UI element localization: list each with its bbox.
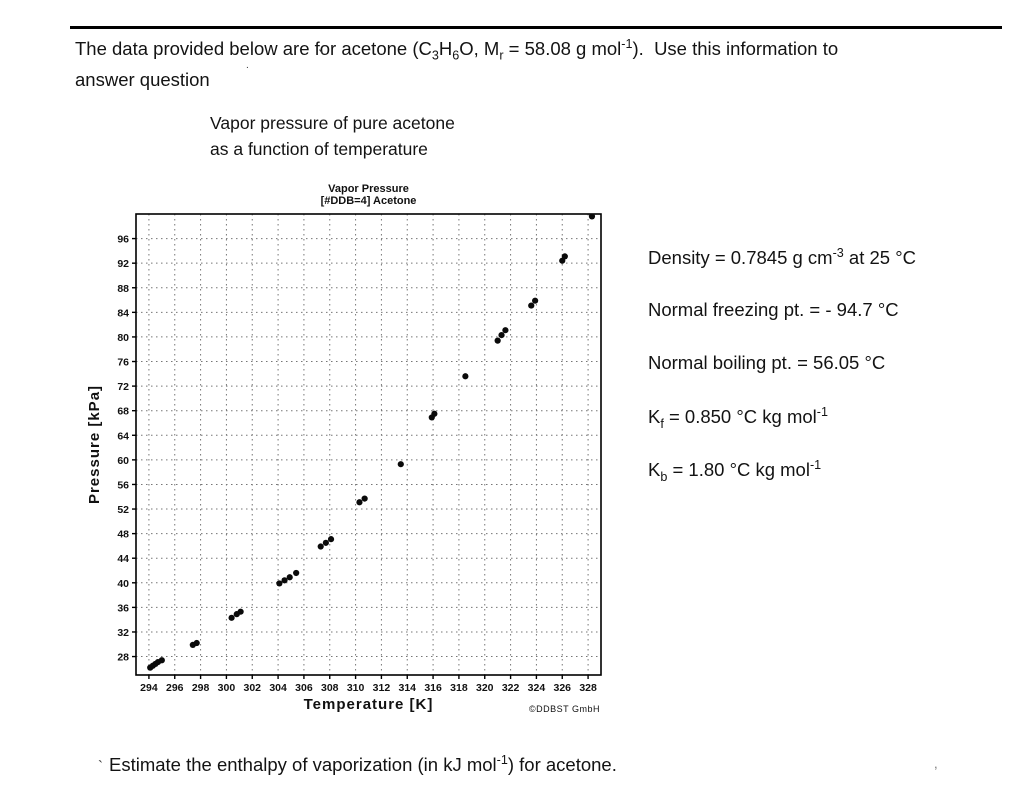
svg-text:56: 56 — [117, 479, 129, 491]
svg-text:44: 44 — [117, 553, 129, 565]
svg-text:328: 328 — [579, 682, 597, 694]
intro-line-1: The data provided below are for acetone … — [75, 37, 839, 63]
svg-text:Vapor Pressure: Vapor Pressure — [328, 183, 409, 195]
svg-text:308: 308 — [321, 682, 339, 694]
svg-text:322: 322 — [502, 682, 520, 694]
svg-text:326: 326 — [553, 682, 571, 694]
svg-text:60: 60 — [117, 455, 129, 467]
svg-text:28: 28 — [117, 652, 129, 664]
svg-text:Pressure [kPa]: Pressure [kPa] — [86, 385, 103, 504]
svg-text:296: 296 — [166, 682, 184, 694]
svg-text:48: 48 — [117, 529, 129, 541]
svg-text:©DDBST GmbH: ©DDBST GmbH — [529, 704, 600, 714]
svg-text:40: 40 — [117, 578, 129, 590]
caption-line-2: as a function of temperature — [210, 139, 428, 159]
svg-text:36: 36 — [117, 602, 129, 614]
svg-text:52: 52 — [117, 504, 129, 516]
svg-text:92: 92 — [117, 258, 129, 270]
question-intro: The data provided below are for acetone … — [75, 33, 1015, 91]
svg-text:32: 32 — [117, 627, 129, 639]
svg-text:312: 312 — [373, 682, 391, 694]
svg-text:320: 320 — [476, 682, 494, 694]
svg-text:298: 298 — [192, 682, 210, 694]
svg-text:324: 324 — [528, 682, 546, 694]
scan-artifact: . — [246, 60, 249, 71]
question-line: Estimate the enthalpy of vaporization (i… — [109, 753, 617, 776]
fact-freezing-pt: Normal freezing pt. = - 94.7 °C — [648, 299, 899, 320]
svg-text:96: 96 — [117, 234, 129, 246]
vapor-pressure-chart: 294 296 298 300 302 304 306 308 310 312 314 316 318 3… — [85, 178, 625, 740]
svg-text:80: 80 — [117, 332, 129, 344]
svg-text:294: 294 — [140, 682, 158, 694]
svg-text:76: 76 — [117, 357, 129, 369]
property-list: Density = 0.7845 g cm-3 at 25 °C Normal … — [648, 246, 1008, 511]
svg-text:64: 64 — [117, 430, 129, 442]
scan-artifact: ` — [98, 758, 103, 776]
svg-text:302: 302 — [243, 682, 261, 694]
svg-text:Temperature [K]: Temperature [K] — [304, 696, 434, 713]
svg-text:88: 88 — [117, 283, 129, 295]
chart-caption: Vapor pressure of pure acetone as a func… — [210, 110, 455, 162]
fact-density: Density = 0.7845 g cm-3 at 25 °C — [648, 246, 916, 269]
svg-text:84: 84 — [117, 307, 129, 319]
vapor-pressure-scatter-plot: 294 296 298 300 302 304 306 308 310 312 314 316 318 3… — [86, 183, 602, 714]
svg-text:306: 306 — [295, 682, 313, 694]
svg-text:314: 314 — [398, 682, 416, 694]
svg-text:[#DDB=4] Acetone: [#DDB=4] Acetone — [321, 195, 417, 207]
svg-text:310: 310 — [347, 682, 365, 694]
svg-text:72: 72 — [117, 381, 129, 393]
svg-text:68: 68 — [117, 406, 129, 418]
fact-kf: Kf = 0.850 °C kg mol-1 — [648, 405, 828, 431]
horizontal-rule — [70, 26, 1002, 29]
scan-artifact: , — [934, 756, 938, 771]
intro-line-2: answer question — [75, 68, 210, 90]
svg-text:316: 316 — [424, 682, 442, 694]
svg-text:304: 304 — [269, 682, 287, 694]
caption-line-1: Vapor pressure of pure acetone — [210, 113, 455, 133]
svg-text:300: 300 — [218, 682, 236, 694]
question-text: ` Estimate the enthalpy of vaporization (… — [98, 753, 958, 776]
svg-text:318: 318 — [450, 682, 468, 694]
fact-boiling-pt: Normal boiling pt. = 56.05 °C — [648, 352, 886, 373]
fact-kb: Kb = 1.80 °C kg mol-1 — [648, 458, 822, 484]
